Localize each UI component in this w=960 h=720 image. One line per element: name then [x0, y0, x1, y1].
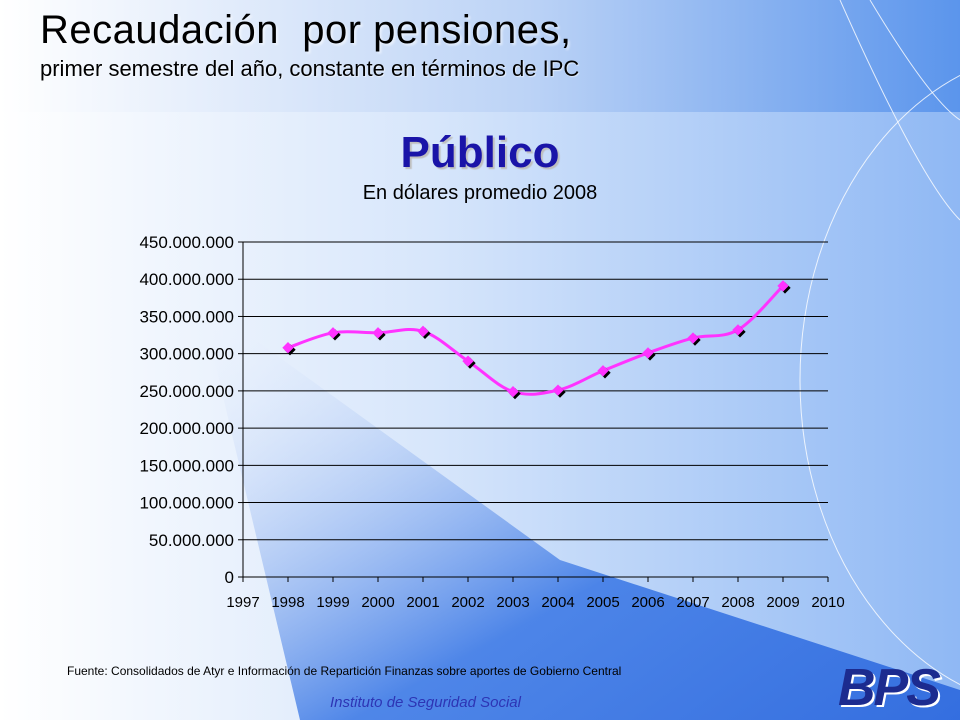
x-tick-label: 1997 [226, 594, 259, 611]
data-point [327, 327, 339, 339]
x-axis-tick-labels: 1997 1998 1999 2000 2001 2002 2003 2004 2005 2006… [226, 594, 844, 611]
x-tick-label: 2004 [541, 594, 574, 611]
x-tick-label: 2003 [496, 594, 529, 611]
data-point [417, 325, 429, 337]
bps-logo: BPS [838, 659, 941, 717]
institution-name: Instituto de Seguridad Social [330, 694, 521, 711]
y-tick-label: 250.000.000 [139, 382, 234, 401]
y-tick-label: 350.000.000 [139, 307, 234, 326]
slide-title: Recaudación por pensiones, [40, 8, 572, 52]
x-tick-label: 2007 [676, 594, 709, 611]
x-tick-label: 2002 [451, 594, 484, 611]
y-axis-tick-labels: 0 50.000.000 100.000.000 150.000.000 200.000… [139, 233, 234, 587]
data-point [777, 280, 789, 292]
chart-gridlines [243, 241, 828, 541]
unit-label: En dólares promedio 2008 [362, 182, 598, 204]
x-tick-label: 1999 [316, 594, 349, 611]
y-tick-label: 450.000.000 [139, 233, 234, 252]
x-tick-label: 2008 [721, 594, 754, 611]
section-title: Público [400, 128, 560, 177]
source-note: Fuente: Consolidados de Atyr e Informaci… [67, 664, 622, 678]
y-tick-label: 0 [225, 568, 234, 587]
y-tick-label: 400.000.000 [139, 270, 234, 289]
x-tick-label: 2001 [406, 594, 439, 611]
data-point [597, 365, 609, 377]
data-point [462, 355, 474, 367]
x-tick-label: 2005 [586, 594, 619, 611]
data-point [732, 324, 744, 336]
y-tick-label: 100.000.000 [139, 494, 234, 513]
x-tick-label: 1998 [271, 594, 304, 611]
y-tick-label: 300.000.000 [139, 345, 234, 364]
data-point [552, 384, 564, 396]
x-tick-label: 2006 [631, 594, 664, 611]
y-tick-label: 150.000.000 [139, 456, 234, 475]
data-point [687, 332, 699, 344]
chart-series [282, 280, 791, 400]
data-point [507, 385, 519, 398]
series-line [287, 284, 785, 396]
data-point [642, 347, 654, 359]
y-tick-label: 200.000.000 [139, 419, 234, 438]
x-tick-label: 2009 [766, 594, 799, 611]
chart-axes [238, 241, 829, 582]
data-point [372, 327, 384, 339]
data-point [282, 342, 294, 354]
slide-subtitle: primer semestre del año, constante en té… [40, 56, 580, 81]
x-tick-label: 2000 [361, 594, 394, 611]
y-tick-label: 50.000.000 [149, 531, 234, 550]
x-tick-label: 2010 [811, 594, 844, 611]
